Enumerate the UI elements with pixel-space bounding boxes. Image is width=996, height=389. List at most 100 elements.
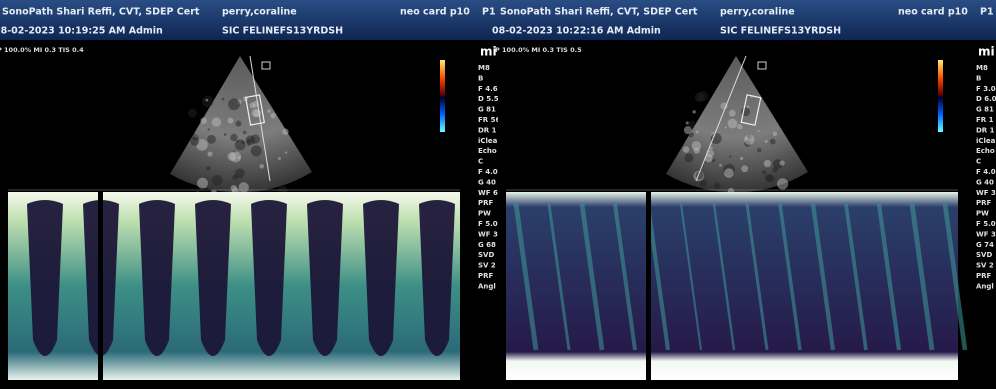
speckle <box>688 121 695 128</box>
speckle <box>765 140 768 143</box>
preset: neo card p10 <box>400 7 470 18</box>
speckle <box>249 102 255 108</box>
speckle <box>200 117 207 124</box>
speckle <box>777 178 788 189</box>
sidebar-label: G 81 <box>478 106 496 114</box>
sidebar-label: SV 2 <box>976 262 994 270</box>
speckle <box>207 151 212 156</box>
speckle <box>285 151 287 153</box>
speckle <box>714 183 721 190</box>
speckle <box>770 139 776 145</box>
sidebar-label: WF 3 <box>976 230 996 238</box>
sidebar-label: M8 <box>478 64 490 72</box>
speckle <box>741 165 748 172</box>
speckle <box>235 139 246 150</box>
sweep-gap <box>646 192 651 380</box>
speckle <box>757 130 759 132</box>
sidebar-label: D 5.5 <box>478 95 499 103</box>
clinic: SonoPath Shari Reffi, CVT, SDEP Cert <box>500 7 698 18</box>
sidebar-label: G 81 <box>976 106 994 114</box>
sidebar-label: F 4.0 <box>478 168 498 176</box>
sidebar-label: FR 1 <box>976 116 994 124</box>
sidebar-label: WF 3 <box>478 230 498 238</box>
power: P 100.0% MI 0.3 TIS 0.5 <box>495 46 582 54</box>
speckle <box>695 93 704 102</box>
speckle <box>779 160 784 165</box>
color-bar <box>938 60 943 132</box>
speckle <box>247 143 250 146</box>
sidebar-label: F 5.0 <box>976 220 996 228</box>
speckle <box>711 133 722 144</box>
speckle <box>278 157 281 160</box>
speckle <box>282 129 288 135</box>
sweep-gap <box>98 192 103 380</box>
power: P 100.0% MI 0.3 TIS 0.4 <box>0 46 84 54</box>
sidebar-label: WF 3 <box>976 189 996 197</box>
speckle <box>744 134 754 144</box>
speckle <box>192 133 199 140</box>
speckle <box>243 131 247 135</box>
speckle <box>188 108 197 117</box>
speckle <box>228 98 240 110</box>
sidebar-label: Echo <box>976 147 995 155</box>
sidebar-label: B <box>478 74 483 82</box>
sidebar-label: SV 2 <box>478 262 496 270</box>
header-tail: P1 <box>482 7 496 18</box>
speckle <box>729 110 736 117</box>
speckle <box>684 153 693 162</box>
patient: perry,coraline <box>222 7 297 18</box>
sidebar-label: F 4.6 <box>478 85 498 93</box>
sidebar-label: Angl <box>976 282 994 290</box>
speckle <box>692 141 702 151</box>
preset: neo card p10 <box>898 7 968 18</box>
page: SonoPath Shari Reffi, CVT, SDEP Cert perr… <box>0 0 996 389</box>
speckle <box>212 175 223 186</box>
speckle <box>259 164 264 169</box>
speckle <box>222 98 225 101</box>
sidebar-label: WF 6 <box>478 189 498 197</box>
speckle <box>762 170 766 174</box>
speckle <box>224 133 227 136</box>
speckle <box>772 167 778 173</box>
header-tail: P1 <box>980 7 994 18</box>
speckle <box>719 164 722 167</box>
speckle <box>767 175 775 183</box>
sidebar-label: PRF <box>976 272 992 280</box>
sidebar-label: D 6.0 <box>976 95 996 103</box>
sidebar-label: M8 <box>976 64 988 72</box>
datetime: 08-02-2023 10:19:25 AM Admin <box>0 26 163 37</box>
speckle <box>251 145 262 156</box>
speckle <box>207 135 216 144</box>
speckle <box>710 147 713 150</box>
sidebar-label: Angl <box>478 282 496 290</box>
speckle <box>207 128 209 130</box>
speckle <box>737 124 742 129</box>
speckle <box>773 132 777 136</box>
sidebar-label: iClea <box>478 137 498 145</box>
speckle <box>729 155 731 157</box>
clinic: SonoPath Shari Reffi, CVT, SDEP Cert <box>2 7 200 18</box>
sidebar-label: B <box>976 74 981 82</box>
speckle <box>757 148 761 152</box>
sidebar-label: PRF <box>478 199 494 207</box>
speckle <box>205 99 208 102</box>
speckle <box>235 168 245 178</box>
sidebar-label: iClea <box>976 137 996 145</box>
speckle <box>683 146 690 153</box>
sidebar-label: G 68 <box>478 241 496 249</box>
sidebar-label: PRF <box>976 199 992 207</box>
sidebar-label: PRF <box>478 272 494 280</box>
panel: SonoPath Shari Reffi, CVT, SDEP Cert perr… <box>0 0 500 389</box>
speckle <box>724 168 734 178</box>
speckle <box>696 131 699 134</box>
speckle <box>206 166 210 170</box>
speckle <box>740 157 743 160</box>
panel: SonoPath Shari Reffi, CVT, SDEP Certperr… <box>492 0 996 389</box>
speckle <box>230 151 241 162</box>
datetime: 08-02-2023 10:22:16 AM Admin <box>492 26 661 37</box>
speckle <box>202 96 213 107</box>
sidebar-label: G 40 <box>478 178 496 186</box>
exam-id: SIC FELINEFS13YRDSH <box>720 26 841 37</box>
speckle <box>692 110 695 113</box>
speckle <box>238 182 248 192</box>
